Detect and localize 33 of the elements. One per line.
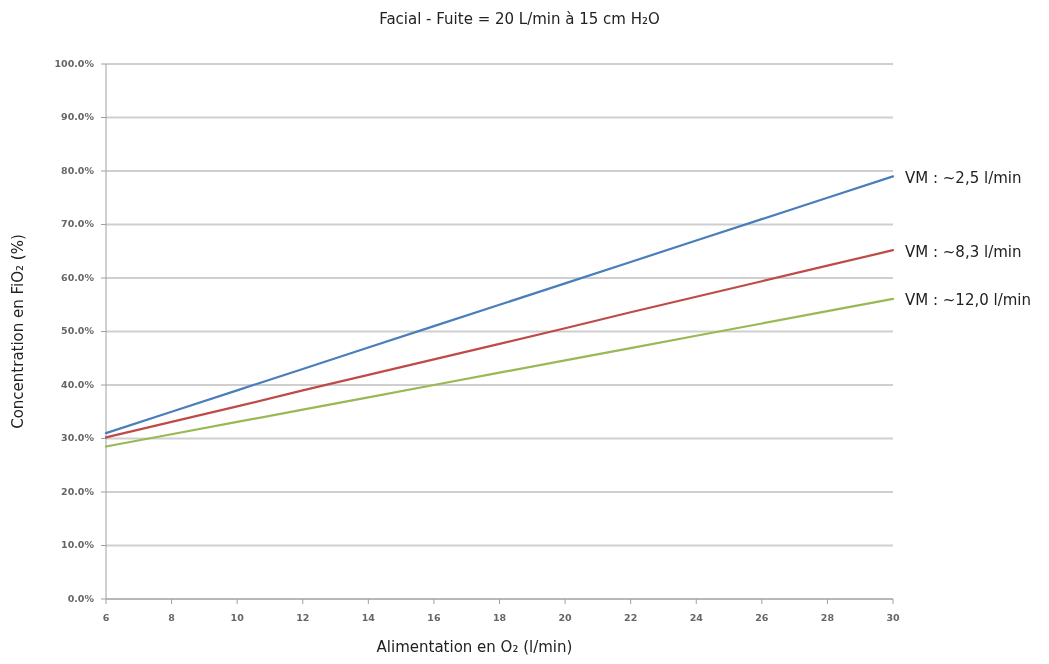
series-label: VM : ~8,3 l/min bbox=[905, 242, 1022, 261]
x-tick-label: 14 bbox=[361, 612, 376, 623]
x-tick-label: 20 bbox=[558, 612, 573, 623]
x-tick-label: 22 bbox=[624, 612, 638, 623]
y-tick-label: 40.0% bbox=[61, 378, 95, 390]
x-tick-label: 16 bbox=[427, 612, 441, 623]
x-tick-label: 18 bbox=[492, 612, 507, 623]
x-axis-title: Alimentation en O₂ (l/min) bbox=[376, 638, 573, 656]
y-tick-label: 80.0% bbox=[61, 164, 95, 176]
line-series bbox=[104, 249, 895, 439]
y-tick-label: 90.0% bbox=[61, 111, 95, 122]
y-tick-label: 50.0% bbox=[61, 325, 95, 336]
x-tick-label: 30 bbox=[886, 612, 900, 623]
x-tick-label: 26 bbox=[755, 612, 769, 623]
y-tick-label: 0.0% bbox=[67, 592, 95, 604]
line-series bbox=[104, 297, 895, 448]
y-tick-label: 30.0% bbox=[61, 432, 95, 443]
x-tick-label: 6 bbox=[102, 612, 110, 623]
y-tick-label: 100.0% bbox=[54, 57, 95, 69]
x-tick-label: 28 bbox=[820, 612, 835, 623]
x-tick-label: 24 bbox=[689, 612, 704, 623]
line-series bbox=[104, 175, 895, 435]
x-tick-label: 8 bbox=[168, 612, 176, 623]
series-label: VM : ~12,0 l/min bbox=[905, 291, 1032, 310]
chart-title: Facial - Fuite = 20 L/min à 15 cm H₂O bbox=[379, 10, 660, 28]
x-tick-label: 12 bbox=[296, 612, 310, 623]
series-label: VM : ~2,5 l/min bbox=[905, 168, 1022, 187]
y-axis-title: Concentration en FiO₂ (%) bbox=[9, 234, 27, 429]
y-tick-label: 60.0% bbox=[61, 271, 95, 283]
y-tick-label: 10.0% bbox=[61, 539, 95, 550]
y-tick-label: 20.0% bbox=[61, 485, 95, 497]
y-tick-label: 70.0% bbox=[61, 218, 95, 229]
x-tick-label: 10 bbox=[230, 612, 245, 623]
